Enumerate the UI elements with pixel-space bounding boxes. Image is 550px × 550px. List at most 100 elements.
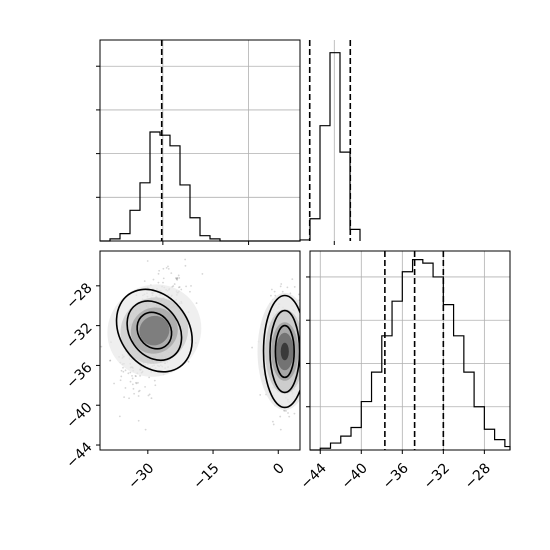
scatter-point <box>173 283 176 285</box>
scatter-point <box>303 326 305 328</box>
scatter-point <box>172 285 175 287</box>
scatter-point <box>153 379 156 382</box>
bottom-left-ytick-label: −32 <box>63 320 95 352</box>
scatter-point <box>135 375 137 378</box>
scatter-point <box>138 389 141 392</box>
scatter-point <box>152 278 155 281</box>
scatter-point <box>175 277 178 280</box>
bottom-right-xtick-label: −28 <box>462 460 494 492</box>
scatter-point <box>162 277 165 280</box>
bottom-right-panel: −44 −40 −36 −32 −28 <box>298 250 511 493</box>
scatter-point <box>139 374 141 377</box>
bottom-left-panel: −30 −15 0 −28 −32 −36 −40 −44 <box>63 250 310 493</box>
scatter-point <box>187 360 190 363</box>
scatter-point <box>304 359 306 361</box>
scatter-point <box>137 390 140 393</box>
scatter-point <box>195 302 198 305</box>
scatter-point <box>177 274 180 277</box>
bottom-left-ytick-label: −44 <box>63 439 95 471</box>
scatter-point <box>298 293 300 296</box>
scatter-point <box>273 290 276 293</box>
scatter-point <box>291 278 294 281</box>
scatter-point <box>300 344 302 346</box>
scatter-point <box>177 286 180 289</box>
scatter-point <box>131 383 134 386</box>
scatter-point <box>109 359 112 362</box>
scatter-point <box>176 277 179 280</box>
scatter-point <box>190 285 192 287</box>
scatter-point <box>279 285 282 288</box>
scatter-point <box>305 348 307 350</box>
scatter-point <box>307 377 309 379</box>
scatter-point <box>122 366 124 369</box>
scatter-point <box>144 428 147 431</box>
scatter-point <box>308 358 310 360</box>
scatter-point <box>119 379 122 382</box>
scatter-point <box>280 283 283 285</box>
scatter-point <box>143 280 146 283</box>
scatter-point <box>302 350 304 352</box>
scatter-point <box>301 341 303 343</box>
scatter-point <box>302 341 304 343</box>
scatter-point <box>283 409 285 412</box>
scatter-point <box>131 374 133 377</box>
contour-line <box>115 288 193 373</box>
scatter-point <box>135 381 137 384</box>
scatter-point <box>158 269 161 272</box>
scatter-point <box>167 265 169 268</box>
scatter-point <box>303 377 305 379</box>
scatter-point <box>189 290 191 293</box>
scatter-point <box>154 384 157 387</box>
scatter-point <box>122 370 125 373</box>
bottom-left-xtick-label: −30 <box>125 460 157 492</box>
scatter-point <box>124 387 127 389</box>
scatter-point <box>293 286 296 288</box>
bottom-left-ytick-label: −36 <box>63 360 95 392</box>
scatter-point <box>174 277 177 279</box>
scatter-point <box>279 428 282 431</box>
scatter-point <box>180 288 183 291</box>
scatter-point <box>303 330 305 332</box>
scatter-point <box>304 355 306 357</box>
scatter-point <box>157 272 160 275</box>
scatter-point <box>127 372 130 375</box>
scatter-point <box>100 345 103 348</box>
scatter-point <box>307 321 309 323</box>
scatter-point <box>128 397 130 400</box>
bottom-left-ytick-label: −28 <box>63 280 95 312</box>
scatter-point <box>109 359 111 362</box>
scatter-point <box>178 286 181 288</box>
top-left-histogram-step <box>100 52 361 242</box>
scatter-point <box>307 369 309 371</box>
scatter-point <box>287 412 289 414</box>
bottom-right-xtick-label: −36 <box>380 460 412 492</box>
scatter-point <box>147 394 150 397</box>
scatter-point <box>118 415 121 418</box>
scatter-point <box>283 409 286 412</box>
scatter-point <box>131 377 134 380</box>
scatter-point <box>120 369 123 372</box>
scatter-point <box>272 423 275 426</box>
bottom-right-xtick-label: −44 <box>298 460 330 492</box>
scatter-point <box>120 375 123 378</box>
bottom-left-xtick-label: 0 <box>270 460 288 478</box>
scatter-point <box>113 382 115 385</box>
scatter-point <box>178 277 181 279</box>
scatter-point <box>301 385 303 387</box>
top-left-panel <box>96 39 361 245</box>
scatter-point <box>146 260 149 262</box>
scatter-point <box>285 410 287 412</box>
scatter-point <box>185 285 187 288</box>
scatter-point <box>270 294 272 297</box>
scatter-point <box>137 395 140 397</box>
scatter-point <box>303 331 305 333</box>
scatter-point <box>144 385 146 388</box>
scatter-point <box>304 341 306 343</box>
scatter-point <box>135 382 138 385</box>
scatter-point <box>137 419 140 422</box>
scatter-point <box>132 387 135 390</box>
bottom-left-frame <box>99 250 301 451</box>
scatter-point <box>148 393 151 396</box>
